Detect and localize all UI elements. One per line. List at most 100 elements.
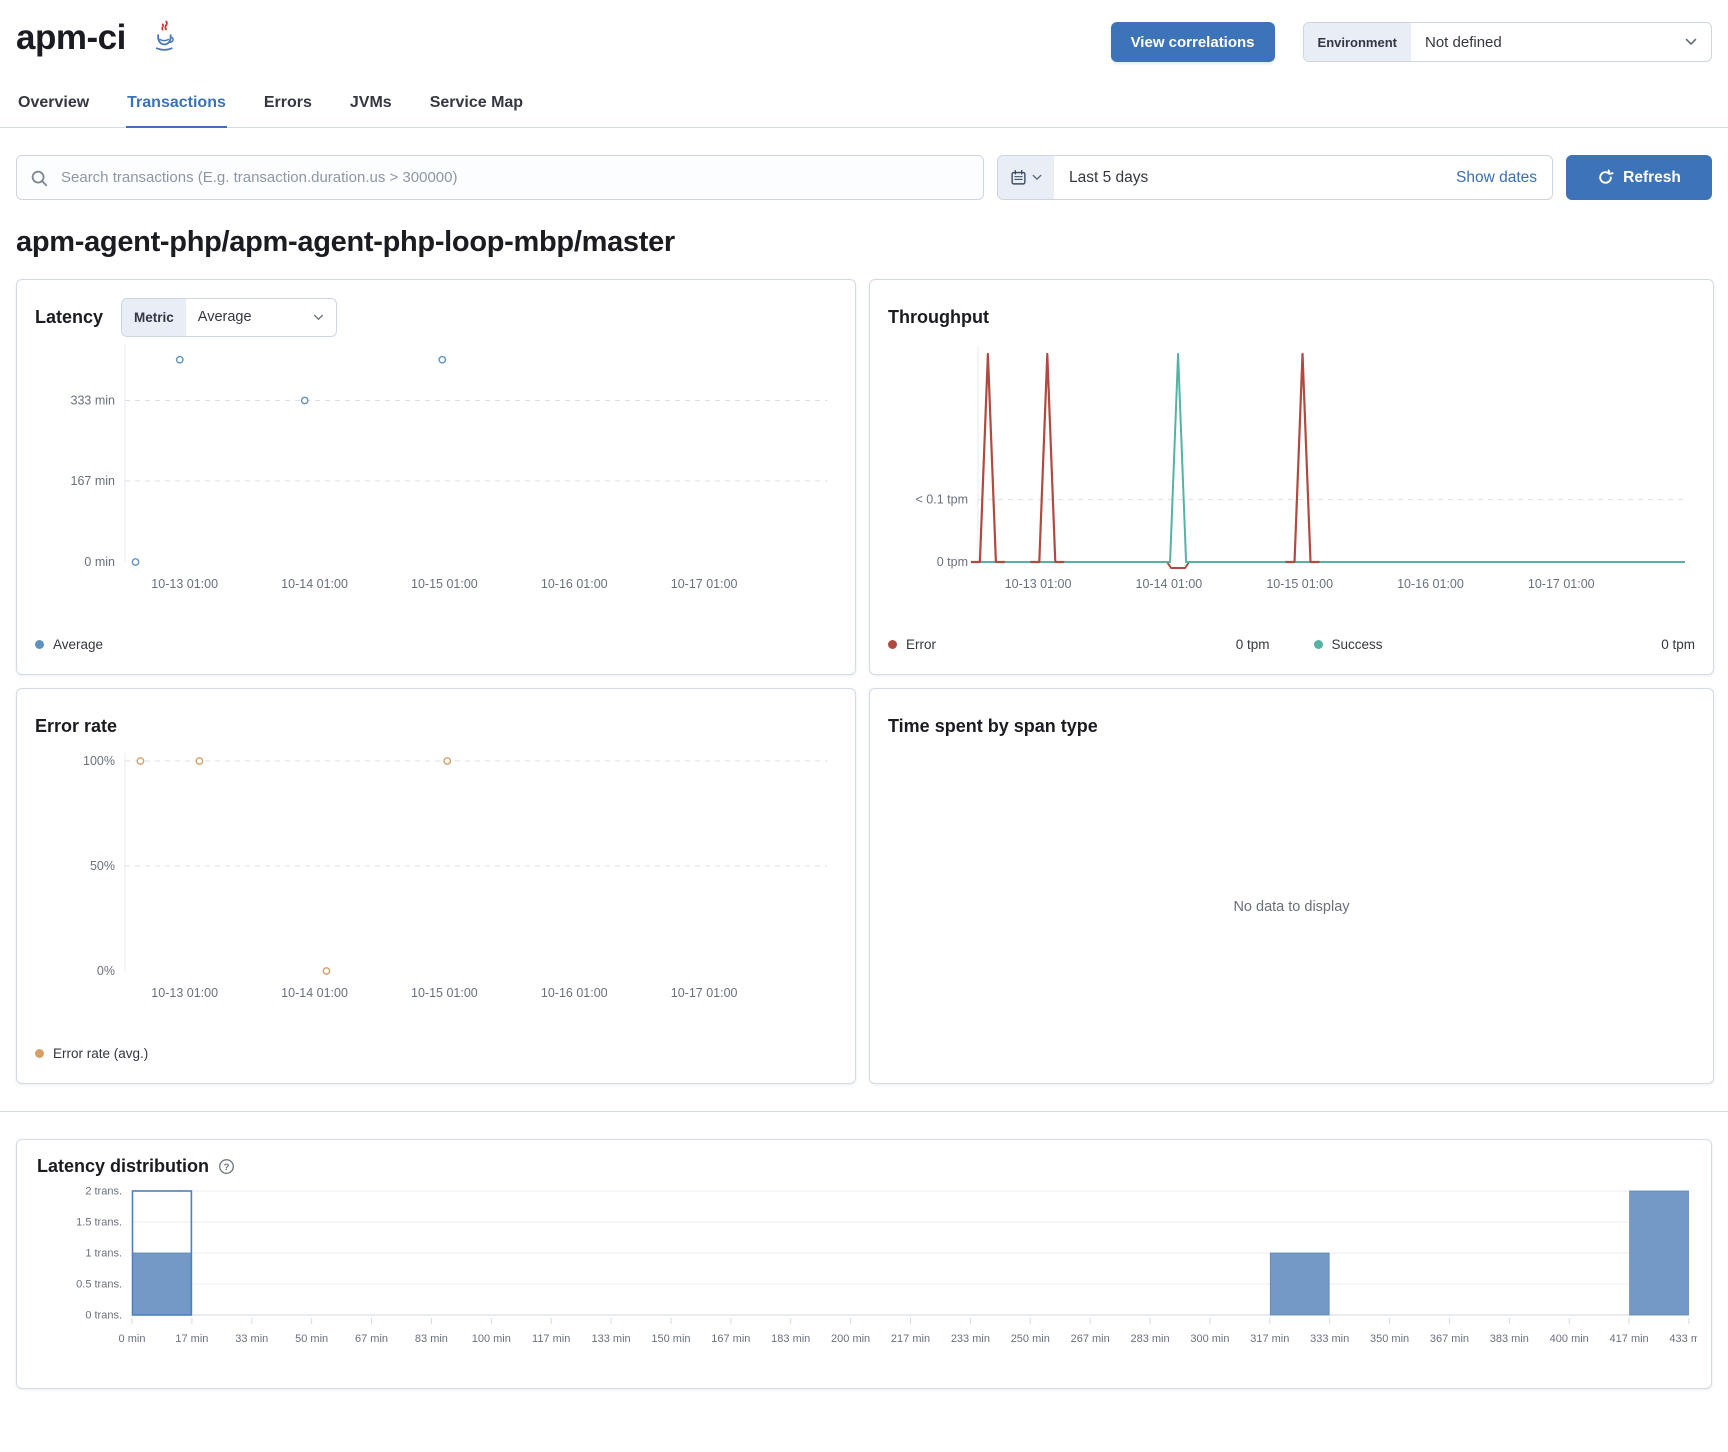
tab-jvms[interactable]: JVMs: [349, 84, 393, 128]
legend-dot: [888, 640, 897, 649]
apm-service-page: apm-ci View correlations Environment Not…: [0, 18, 1728, 1389]
tab-overview[interactable]: Overview: [17, 84, 90, 128]
section-divider: [0, 1111, 1728, 1112]
svg-text:233 min: 233 min: [951, 1333, 990, 1345]
service-tabs: Overview Transactions Errors JVMs Servic…: [0, 84, 1728, 128]
svg-text:117 min: 117 min: [532, 1333, 570, 1345]
time-spent-panel: Time spent by span type No data to displ…: [869, 688, 1714, 1084]
svg-text:383 min: 383 min: [1490, 1333, 1529, 1345]
svg-text:133 min: 133 min: [592, 1333, 631, 1345]
svg-text:417 min: 417 min: [1610, 1333, 1649, 1345]
environment-label: Environment: [1303, 23, 1411, 61]
svg-text:?: ?: [224, 1162, 230, 1173]
latency-panel: Latency Metric Average 333 min 167 min 0 m…: [16, 279, 856, 675]
java-agent-icon: [150, 20, 178, 57]
throughput-chart[interactable]: < 0.1 tpm 0 tpm 10-13 01:00 10-14 01:00 10-1…: [888, 338, 1697, 596]
no-data-message: No data to display: [1233, 899, 1350, 915]
svg-text:50%: 50%: [90, 859, 115, 873]
latency-distribution-panel: Latency distribution ? 2 trans. 1.5 trans…: [16, 1139, 1712, 1389]
svg-text:0 trans.: 0 trans.: [85, 1310, 122, 1322]
svg-text:83 min: 83 min: [415, 1333, 448, 1345]
svg-text:167 min: 167 min: [71, 474, 116, 488]
metric-select[interactable]: Metric Average: [121, 297, 337, 337]
latency-legend[interactable]: Average: [35, 637, 837, 652]
chevron-down-icon: [1032, 174, 1042, 180]
panel-title: Latency distribution: [37, 1156, 210, 1176]
error-rate-legend[interactable]: Error rate (avg.): [35, 1046, 837, 1061]
svg-text:100 min: 100 min: [472, 1333, 511, 1345]
svg-text:200 min: 200 min: [831, 1333, 870, 1345]
svg-text:10-15 01:00: 10-15 01:00: [411, 577, 478, 591]
latency-chart[interactable]: 333 min 167 min 0 min 10-13 01:00 10-14 01:0…: [35, 338, 839, 596]
legend-value: 0 tpm: [1235, 637, 1270, 652]
environment-select[interactable]: Environment Not defined: [1302, 22, 1712, 62]
svg-text:333 min: 333 min: [1310, 1333, 1349, 1345]
svg-text:1 trans.: 1 trans.: [85, 1248, 122, 1260]
svg-text:< 0.1 tpm: < 0.1 tpm: [916, 493, 968, 507]
environment-value: Not defined: [1425, 33, 1502, 51]
chevron-down-icon: [313, 314, 323, 320]
legend-dot: [35, 640, 44, 649]
svg-text:50 min: 50 min: [295, 1333, 328, 1345]
date-quick-select-button[interactable]: [998, 156, 1054, 199]
legend-item-success[interactable]: Success 0 tpm: [1270, 637, 1695, 652]
svg-text:10-17 01:00: 10-17 01:00: [1528, 577, 1595, 591]
show-dates-link[interactable]: Show dates: [1456, 168, 1537, 186]
tab-service-map[interactable]: Service Map: [429, 84, 524, 128]
panel-title: Error rate: [35, 715, 118, 736]
tab-errors[interactable]: Errors: [263, 84, 313, 128]
chevron-down-icon: [1685, 38, 1697, 45]
latency-distribution-chart[interactable]: 2 trans. 1.5 trans. 1 trans. 0.5 trans. 0 tr…: [37, 1185, 1708, 1361]
svg-text:10-13 01:00: 10-13 01:00: [151, 577, 218, 591]
svg-text:150 min: 150 min: [651, 1333, 690, 1345]
legend-item-error[interactable]: Error 0 tpm: [888, 637, 1270, 652]
svg-text:10-13 01:00: 10-13 01:00: [151, 986, 218, 1000]
svg-text:10-17 01:00: 10-17 01:00: [671, 577, 738, 591]
legend-value: 0 tpm: [1661, 637, 1695, 652]
svg-text:2 trans.: 2 trans.: [85, 1186, 122, 1198]
error-rate-chart[interactable]: 100% 50% 0% 10-13 01:00 10-14 01:00 10-15 01:…: [35, 747, 839, 1005]
svg-text:0 min: 0 min: [119, 1333, 146, 1345]
svg-text:1.5 trans.: 1.5 trans.: [76, 1217, 122, 1229]
svg-text:10-14 01:00: 10-14 01:00: [1136, 577, 1203, 591]
legend-dot: [35, 1049, 44, 1058]
error-rate-panel: Error rate 100% 50% 0% 10-13 01:00 10-14 01:…: [16, 688, 856, 1084]
refresh-icon: [1599, 169, 1614, 184]
svg-text:0%: 0%: [97, 964, 115, 978]
search-icon: [31, 170, 48, 187]
svg-text:10-14 01:00: 10-14 01:00: [281, 577, 348, 591]
view-correlations-button[interactable]: View correlations: [1110, 22, 1275, 62]
svg-text:10-16 01:00: 10-16 01:00: [541, 986, 608, 1000]
svg-text:0 tpm: 0 tpm: [937, 555, 968, 569]
svg-text:367 min: 367 min: [1430, 1333, 1469, 1345]
svg-text:333 min: 333 min: [71, 393, 116, 407]
svg-text:350 min: 350 min: [1370, 1333, 1409, 1345]
svg-text:100%: 100%: [83, 754, 115, 768]
tab-transactions[interactable]: Transactions: [126, 84, 227, 128]
question-in-circle-icon[interactable]: ?: [218, 1158, 235, 1175]
svg-text:167 min: 167 min: [711, 1333, 750, 1345]
search-input[interactable]: [17, 156, 983, 199]
svg-text:400 min: 400 min: [1550, 1333, 1589, 1345]
svg-text:10-14 01:00: 10-14 01:00: [281, 986, 348, 1000]
svg-text:67 min: 67 min: [355, 1333, 388, 1345]
svg-text:33 min: 33 min: [235, 1333, 268, 1345]
page-title: apm-agent-php/apm-agent-php-loop-mbp/mas…: [16, 226, 675, 258]
charts-grid: Latency Metric Average 333 min 167 min 0 m…: [0, 279, 1728, 1084]
svg-text:183 min: 183 min: [771, 1333, 810, 1345]
svg-text:0 min: 0 min: [84, 555, 115, 569]
svg-text:217 min: 217 min: [891, 1333, 930, 1345]
svg-text:10-13 01:00: 10-13 01:00: [1005, 577, 1072, 591]
legend-dot: [1313, 640, 1323, 649]
svg-text:317 min: 317 min: [1250, 1333, 1289, 1345]
search-bar-row: Last 5 days Show dates Refresh: [16, 155, 1712, 200]
svg-text:10-16 01:00: 10-16 01:00: [541, 577, 608, 591]
panel-title: Time spent by span type: [888, 715, 1098, 736]
date-range-text[interactable]: Last 5 days: [1069, 168, 1149, 186]
svg-text:10-15 01:00: 10-15 01:00: [411, 986, 478, 1000]
svg-text:0.5 trans.: 0.5 trans.: [76, 1279, 122, 1291]
svg-text:10-15 01:00: 10-15 01:00: [1266, 577, 1333, 591]
svg-text:17 min: 17 min: [175, 1333, 208, 1345]
refresh-button[interactable]: Refresh: [1566, 155, 1712, 200]
calendar-icon: [1011, 170, 1026, 185]
